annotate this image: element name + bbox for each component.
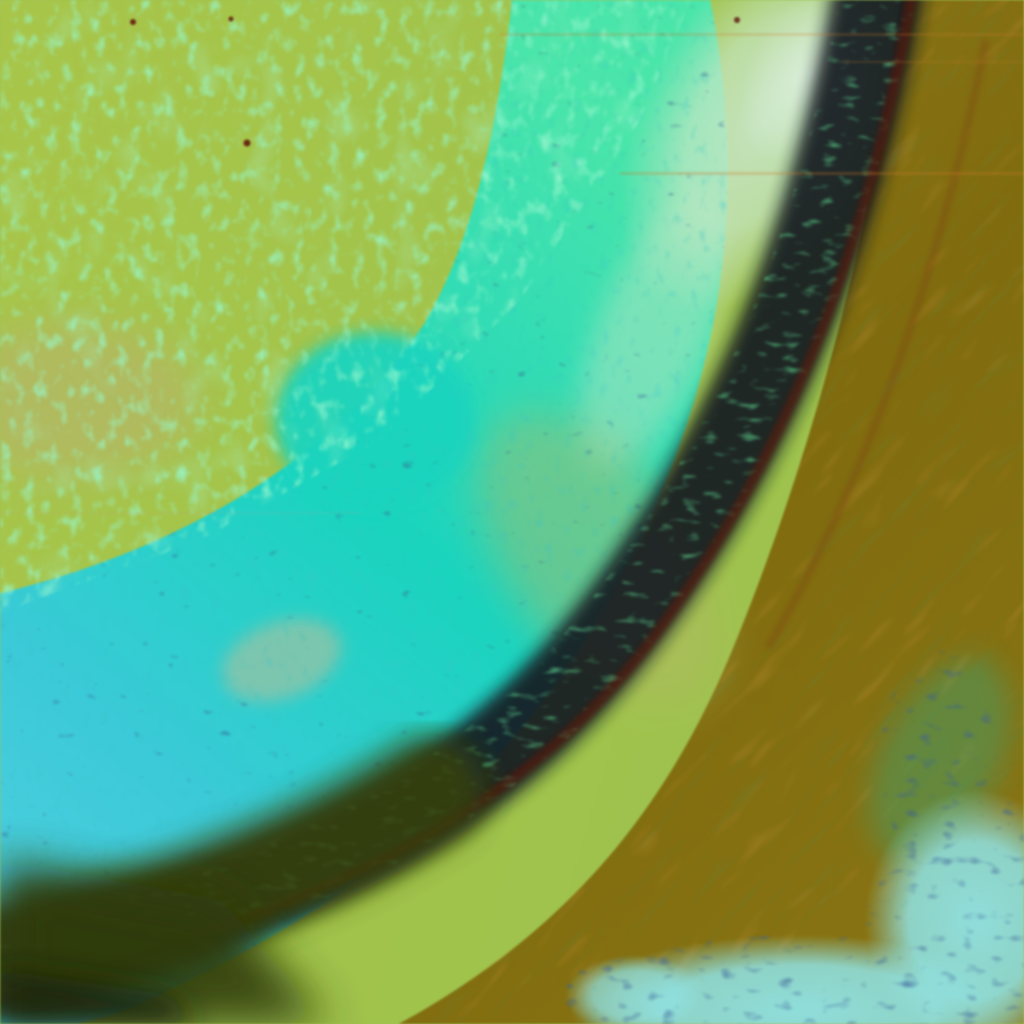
region-bottomleft-deep [0,970,200,1024]
hotspot-dot [734,17,740,23]
hotspot-dot [243,139,251,147]
hotspot-dot [228,16,234,22]
region-rust-line [764,39,990,650]
scan-line-4 [0,512,360,514]
scan-line-3 [620,172,1024,175]
hotspot-dot [130,19,136,25]
scan-line-2 [840,61,1024,63]
scan-line-1 [500,33,1024,36]
